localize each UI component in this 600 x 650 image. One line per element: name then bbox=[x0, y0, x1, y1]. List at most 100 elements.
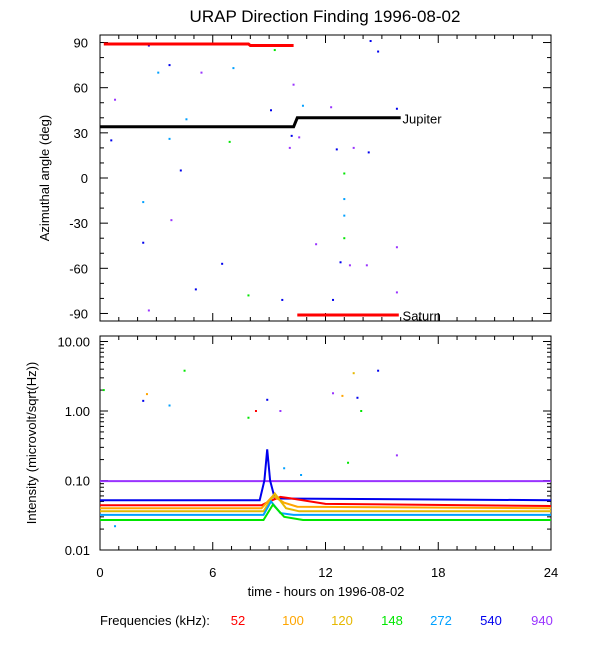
data-point bbox=[232, 67, 235, 70]
intensity-plot-frame bbox=[99, 335, 552, 551]
data-point bbox=[343, 172, 346, 175]
data-point bbox=[273, 49, 276, 52]
data-point bbox=[343, 198, 346, 201]
x-axis-label: time - hours on 1996-08-02 bbox=[248, 584, 405, 599]
data-point bbox=[369, 40, 372, 43]
data-point bbox=[343, 214, 346, 217]
azimuth-y-tick-label: -30 bbox=[69, 216, 88, 231]
data-point bbox=[170, 219, 173, 222]
intensity-y-tick-label: 0.10 bbox=[65, 474, 90, 489]
data-point bbox=[341, 394, 344, 397]
frequency-legend-item-120: 120 bbox=[331, 613, 353, 628]
data-point bbox=[395, 454, 398, 457]
frequency-legend-item-272: 272 bbox=[430, 613, 452, 628]
data-point bbox=[348, 264, 351, 267]
data-point bbox=[335, 148, 338, 151]
data-point bbox=[183, 369, 186, 372]
data-point bbox=[395, 246, 398, 249]
data-point bbox=[356, 396, 359, 399]
data-point bbox=[145, 393, 148, 396]
azimuth-y-tick-label: 90 bbox=[74, 36, 88, 51]
data-point bbox=[288, 146, 291, 149]
azimuth-panel: -90 -60 -30 0 30 60 90 Azimuthal angle (deg) Jup… bbox=[37, 34, 552, 323]
data-point bbox=[330, 106, 333, 109]
azimuth-y-tick-label: -90 bbox=[69, 306, 88, 321]
frequency-legend-item-100: 100 bbox=[282, 613, 304, 628]
data-point bbox=[185, 118, 188, 121]
data-point bbox=[292, 83, 295, 86]
data-point bbox=[247, 416, 250, 419]
chart-title: URAP Direction Finding 1996-08-02 bbox=[190, 7, 461, 26]
data-point bbox=[377, 50, 380, 53]
data-point bbox=[315, 243, 318, 246]
data-point bbox=[168, 137, 171, 140]
data-point bbox=[114, 98, 117, 101]
data-point bbox=[283, 467, 286, 470]
data-point bbox=[301, 104, 304, 107]
azimuth-y-tick-label: 60 bbox=[74, 81, 88, 96]
data-point bbox=[266, 398, 269, 401]
intensity-y-tick-label: 10.00 bbox=[57, 335, 90, 350]
data-point bbox=[300, 473, 303, 476]
azimuth-y-axis-label: Azimuthal angle (deg) bbox=[37, 115, 52, 241]
data-point bbox=[168, 64, 171, 67]
frequency-legend-item-940: 940 bbox=[531, 613, 553, 628]
data-point bbox=[221, 262, 224, 265]
data-point bbox=[200, 71, 203, 74]
frequency-legend-item-148: 148 bbox=[381, 613, 403, 628]
data-point bbox=[367, 151, 370, 154]
frequency-legend-item-52: 52 bbox=[231, 613, 245, 628]
data-point bbox=[168, 404, 171, 407]
data-point bbox=[377, 369, 380, 372]
intensity-y-tick-label: 0.01 bbox=[65, 543, 90, 558]
data-point bbox=[179, 169, 182, 172]
azimuth-y-tick-label: 30 bbox=[74, 126, 88, 141]
data-point bbox=[228, 140, 231, 143]
data-point bbox=[247, 294, 250, 297]
intensity-y-axis-label: Intensity (microvolt/sqrt(Hz)) bbox=[24, 362, 39, 525]
data-point bbox=[157, 71, 160, 74]
data-point bbox=[142, 241, 145, 244]
intensity-y-tick-label: 1.00 bbox=[65, 404, 90, 419]
data-point bbox=[254, 410, 257, 413]
frequency-legend-title: Frequencies (kHz): bbox=[100, 613, 210, 628]
data-point bbox=[142, 399, 145, 402]
data-point bbox=[194, 288, 197, 291]
data-point bbox=[298, 136, 301, 139]
data-point bbox=[352, 146, 355, 149]
azimuth-y-tick-label: 0 bbox=[81, 171, 88, 186]
data-point bbox=[110, 139, 113, 142]
data-point bbox=[147, 44, 150, 47]
azimuth-plot-frame bbox=[99, 34, 552, 322]
series-line-148 bbox=[100, 502, 551, 521]
x-tick-label: 6 bbox=[209, 565, 216, 580]
x-tick-label: 24 bbox=[544, 565, 558, 580]
data-point bbox=[395, 291, 398, 294]
series-line-unnamed bbox=[103, 42, 294, 47]
data-point bbox=[395, 107, 398, 110]
series-line-120 bbox=[100, 491, 551, 513]
x-tick-label: 0 bbox=[96, 565, 103, 580]
data-point bbox=[270, 109, 273, 112]
series-line-52 bbox=[100, 495, 552, 507]
frequency-legend: Frequencies (kHz): 52 100 120 148 272 540 940 bbox=[100, 613, 553, 628]
series-line-540 bbox=[100, 449, 552, 502]
data-point bbox=[347, 461, 350, 464]
annotation-saturn: Saturn bbox=[403, 308, 441, 323]
data-point bbox=[147, 309, 150, 312]
x-tick-label: 12 bbox=[318, 565, 332, 580]
frequency-legend-item-540: 540 bbox=[480, 613, 502, 628]
series-line-jupiter bbox=[100, 116, 401, 129]
annotation-jupiter: Jupiter bbox=[403, 111, 443, 126]
azimuth-y-tick-label: -60 bbox=[69, 261, 88, 276]
data-point bbox=[365, 264, 368, 267]
intensity-panel: 0 6 12 18 24 0.01 0.10 1.00 10.00 Intensity (micr… bbox=[24, 335, 558, 580]
data-point bbox=[281, 298, 284, 301]
data-point bbox=[279, 410, 282, 413]
data-point bbox=[290, 134, 293, 137]
data-point bbox=[352, 372, 355, 375]
data-point bbox=[343, 237, 346, 240]
data-point bbox=[339, 261, 342, 264]
data-point bbox=[142, 201, 145, 204]
data-point bbox=[114, 525, 117, 528]
